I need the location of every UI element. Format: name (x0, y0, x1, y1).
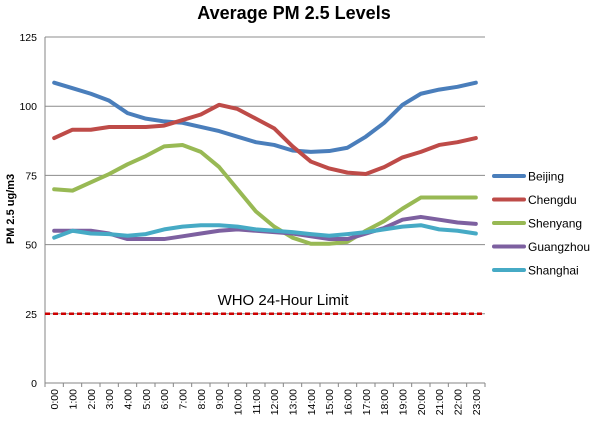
x-tick-label: 2:00 (86, 389, 98, 410)
x-tick-label: 6:00 (159, 389, 171, 410)
x-tick-label: 11:00 (251, 389, 263, 415)
x-tick-label: 13:00 (288, 389, 300, 415)
y-tick-label: 75 (25, 170, 37, 182)
x-tick-label: 17:00 (361, 389, 373, 415)
x-tick-label: 3:00 (104, 389, 116, 410)
series-line (52, 223, 478, 240)
series-lines (52, 80, 478, 246)
y-tick-label: 25 (25, 309, 37, 321)
y-tick-label: 125 (19, 32, 37, 44)
legend-label: Chengdu (528, 193, 577, 207)
x-tick-label: 20:00 (416, 389, 428, 415)
y-tick-label: 100 (19, 101, 37, 113)
y-axis-label: PM 2.5 ug/m3 (5, 174, 17, 244)
chart-title: Average PM 2.5 Levels (197, 3, 390, 23)
legend-label: Shanghai (528, 264, 579, 278)
axes (44, 37, 486, 387)
y-tick-labels: 0 25 50 75 100 125 (19, 32, 37, 390)
x-tick-label: 18:00 (379, 389, 391, 415)
x-tick-labels: 0:00 1:00 2:00 3:00 4:00 5:00 6:00 7:00 8:00 9:00… (49, 389, 483, 415)
x-tick-label: 8:00 (196, 389, 208, 410)
reference-lines: WHO 24-Hour Limit (45, 292, 485, 316)
reference-line-label: WHO 24-Hour Limit (218, 292, 350, 309)
y-tick-label: 0 (31, 378, 37, 390)
series-line (52, 80, 478, 154)
x-tick-label: 16:00 (343, 389, 355, 415)
gridlines (45, 36, 485, 315)
x-tick-label: 22:00 (453, 389, 465, 415)
series-line (52, 102, 478, 177)
x-tick-label: 5:00 (141, 389, 153, 410)
x-tick-label: 12:00 (269, 389, 281, 415)
x-tick-label: 23:00 (471, 389, 483, 415)
series-line (52, 142, 478, 246)
x-tick-label: 19:00 (398, 389, 410, 415)
x-tick-label: 14:00 (306, 389, 318, 415)
legend-label: Beijing (528, 170, 564, 184)
x-tick-label: 0:00 (49, 389, 61, 410)
x-tick-label: 9:00 (214, 389, 226, 410)
x-tick-label: 1:00 (68, 389, 80, 410)
x-tick-label: 15:00 (324, 389, 336, 415)
x-tick-label: 7:00 (178, 389, 190, 410)
x-tick-label: 4:00 (123, 389, 135, 410)
legend-label: Guangzhou (528, 240, 590, 254)
legend: Beijing Chengdu Shenyang Guangzhou Shanghai (492, 170, 590, 278)
y-tick-label: 50 (25, 240, 37, 252)
x-tick-label: 21:00 (434, 389, 446, 415)
legend-label: Shenyang (528, 217, 582, 231)
x-tick-label: 10:00 (233, 389, 245, 415)
